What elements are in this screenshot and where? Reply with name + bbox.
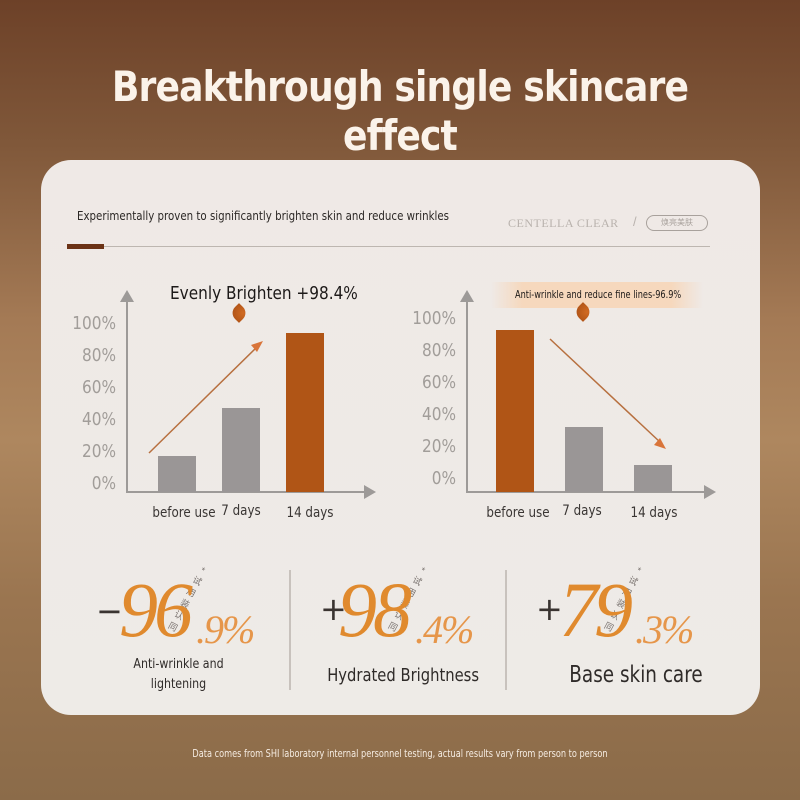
x-label: 7 days <box>221 503 261 519</box>
divider-accent <box>67 244 104 249</box>
y-tick: 80% <box>81 345 116 366</box>
y-tick: 80% <box>421 340 456 361</box>
results-card: Experimentally proven to significantly b… <box>41 160 760 715</box>
bar-before-use <box>158 456 196 492</box>
title-highlight <box>491 282 703 308</box>
x-label: 7 days <box>562 503 602 519</box>
brand-separator: / <box>633 214 637 229</box>
stat-value: 79 <box>559 566 633 653</box>
stat-sign: − <box>96 592 123 630</box>
chart-title: Anti-wrinkle and reduce fine lines-96.9% <box>515 289 682 301</box>
stat-label: lightening <box>150 677 207 692</box>
x-label: before use <box>152 505 216 521</box>
y-tick: 0% <box>431 468 456 489</box>
bar-7-days <box>565 427 603 492</box>
x-label: 14 days <box>286 505 334 521</box>
y-tick: 60% <box>421 372 456 393</box>
y-axis-arrow-icon <box>460 290 474 302</box>
stat-sign: + <box>320 590 347 628</box>
stat-value: 98 <box>338 566 412 653</box>
bar-7-days <box>222 408 260 492</box>
y-axis-arrow-icon <box>120 290 134 302</box>
y-tick: 20% <box>421 436 456 457</box>
stat-label: Anti-wrinkle and <box>133 657 224 672</box>
page-title: Breakthrough single skincare effect <box>111 62 689 160</box>
x-axis-arrow-icon <box>364 485 376 499</box>
card-subtitle: Experimentally proven to significantly b… <box>77 208 450 223</box>
stat-decimal: .9% <box>196 607 255 652</box>
stat-decimal: .3% <box>635 607 694 652</box>
y-tick: 100% <box>72 313 116 334</box>
footnote: Data comes from SHI laboratory internal … <box>192 748 608 760</box>
x-label: 14 days <box>630 505 678 521</box>
stat-sign: + <box>536 590 563 628</box>
y-tick: 20% <box>81 441 116 462</box>
divider-line <box>103 246 710 247</box>
y-axis <box>466 300 468 493</box>
stat-divider <box>505 570 507 690</box>
y-axis <box>126 300 128 493</box>
bar-14-days <box>286 333 324 492</box>
y-tick: 60% <box>81 377 116 398</box>
stat-decimal: .4% <box>415 607 474 652</box>
stat-label: Base skin care <box>569 662 703 688</box>
x-axis <box>126 491 366 493</box>
y-tick: 40% <box>421 404 456 425</box>
stat-value: 96 <box>119 566 193 653</box>
y-tick: 0% <box>91 473 116 494</box>
stat-divider <box>289 570 291 690</box>
trend-up-arrow-icon <box>148 341 263 454</box>
stat-label: Hydrated Brightness <box>327 665 480 686</box>
x-axis <box>466 491 706 493</box>
bar-14-days <box>634 465 672 492</box>
brand-name: CENTELLA CLEAR <box>508 216 619 230</box>
y-tick: 40% <box>81 409 116 430</box>
y-tick: 100% <box>412 308 456 329</box>
chart-title: Evenly Brighten +98.4% <box>170 283 358 304</box>
brand-tag: 焕亮美肤 <box>646 215 708 231</box>
trend-down-arrow-icon <box>549 338 666 449</box>
x-axis-arrow-icon <box>704 485 716 499</box>
bar-before-use <box>496 330 534 492</box>
x-label: before use <box>486 505 550 521</box>
